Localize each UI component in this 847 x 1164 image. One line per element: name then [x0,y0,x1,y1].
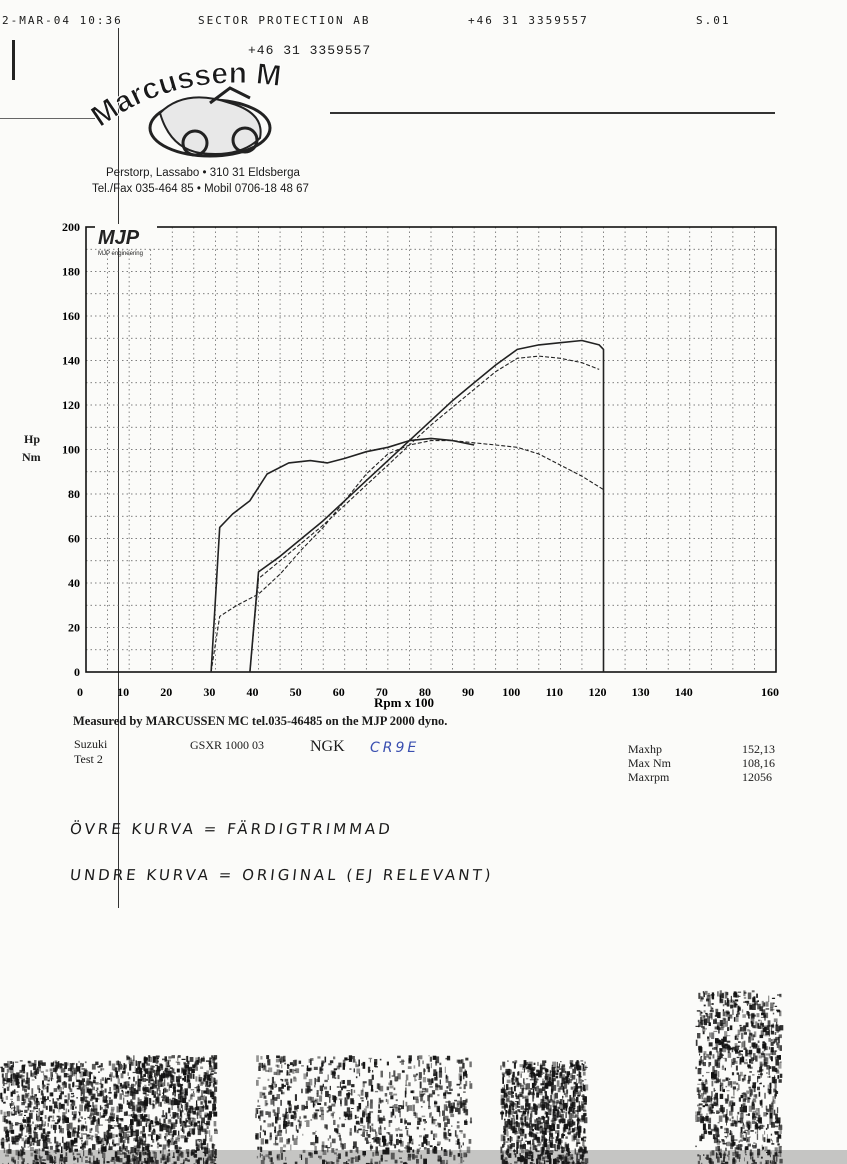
plot-frame [85,226,777,673]
y-tick-label: 0 [74,665,80,679]
y-axis-label-hp: Hp [24,432,41,446]
stat-label: Maxrpm [628,770,670,784]
chart-grid [85,226,777,673]
x-tick-label: 30 [203,685,215,699]
x-tick-label: 120 [589,685,607,699]
x-tick-label: 10 [117,685,129,699]
y-tick-label: 140 [62,354,80,368]
series-line-2 [249,355,600,673]
y-tick-label: 200 [62,220,80,234]
x-axis-label: Rpm x 100 [374,695,434,710]
plug-model: CR9E [370,740,420,756]
x-tick-label: 60 [333,685,345,699]
stat-label: Maxhp [628,742,662,756]
measured-by-line: Measured by MARCUSSEN MC tel.035-46485 o… [73,714,448,728]
y-tick-label: 80 [68,487,80,501]
x-tick-label: 160 [761,685,779,699]
company-address: Perstorp, Lassabo • 310 31 Eldsberga [106,167,300,179]
plug-brand: NGK [310,738,345,755]
x-tick-label: 50 [290,685,302,699]
chart-series [210,339,605,673]
marcussen-logo: Marcussen MC [90,58,283,158]
company-contact: Tel./Fax 035-464 85 • Mobil 0706-18 48 6… [92,183,309,195]
stat-value: 108,16 [742,756,775,770]
handwritten-note-lower-curve: UNDRE KURVA = ORIGINAL (EJ RELEVANT) [69,866,495,884]
y-tick-label: 20 [68,621,80,635]
x-tick-label: 130 [632,685,650,699]
x-tick-label: 0 [77,685,83,699]
fax-date-time: 2-MAR-04 10:36 [2,14,123,27]
x-tick-label: 20 [160,685,172,699]
scan-vertical-line [118,28,119,908]
x-tick-label: 80 [419,685,431,699]
x-tick-label: 140 [675,685,693,699]
stat-value: 12056 [742,770,772,784]
bike-test: Test 2 [74,752,103,766]
stats-panel: Maxhp 152,13 Max Nm 108,16 Maxrpm 12056 [628,742,778,792]
stat-value: 152,13 [742,742,775,756]
x-tick-label: 100 [502,685,520,699]
mjp-chart-logo: MJP MJP engineering [95,224,157,257]
fax-number-stamp: +46 31 3359557 [248,43,372,58]
letterhead-rule-left [0,118,95,119]
letterhead-rule [330,112,775,114]
series-line-1 [249,339,605,673]
x-tick-label: 90 [462,685,474,699]
y-tick-label: 180 [62,265,80,279]
y-tick-label: 100 [62,443,80,457]
series-line-3 [210,437,475,673]
scan-left-mark [12,40,15,80]
handwritten-note-upper-curve: ÖVRE KURVA = FÄRDIGTRIMMAD [69,820,394,838]
y-tick-label: 120 [62,398,80,412]
x-tick-label: 70 [376,685,388,699]
mjp-logo-caption: MJP engineering [98,251,143,257]
stat-row: Max Nm 108,16 [628,756,778,770]
stat-label: Max Nm [628,756,671,770]
y-axis-label-nm: Nm [22,450,41,464]
chart-tick-labels: 0 10 20 30 40 50 60 70 80 90 100 110 120 130 140 160 0 20… [62,220,779,699]
x-tick-label: 40 [247,685,259,699]
bike-make: Suzuki [74,737,108,751]
fax-sender: SECTOR PROTECTION AB [198,14,371,27]
bike-model: GSXR 1000 03 [190,738,265,752]
scan-noise-bottom [0,990,847,1164]
dyno-chart: 0 10 20 30 40 50 60 70 80 90 100 110 120 130 140 160 0 20… [62,220,779,710]
x-tick-label: 110 [546,685,563,699]
stat-row: Maxhp 152,13 [628,742,778,756]
mjp-logo-mark: MJP [98,227,140,249]
stat-row: Maxrpm 12056 [628,770,778,784]
fax-phone: +46 31 3359557 [468,14,589,27]
y-tick-label: 160 [62,309,80,323]
chart-axes [85,226,777,673]
series-line-4 [210,440,604,673]
y-tick-label: 40 [68,576,80,590]
y-tick-label: 60 [68,532,80,546]
fax-page-number: S.01 [696,14,731,27]
